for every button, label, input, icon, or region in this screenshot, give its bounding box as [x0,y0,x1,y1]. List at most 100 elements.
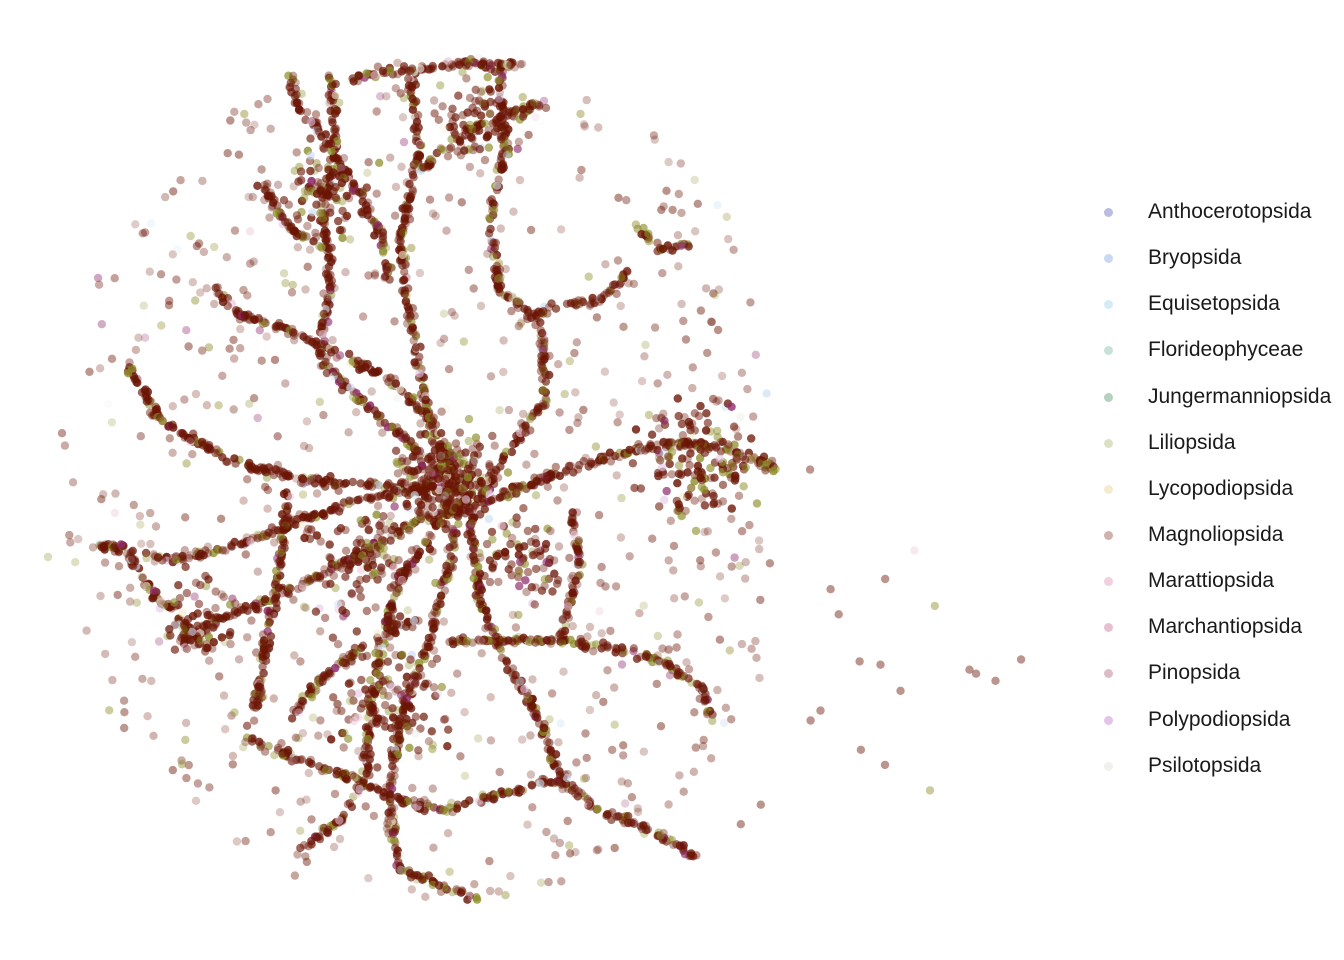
data-point [636,484,646,493]
data-point [896,686,905,695]
legend-key-icon [1104,715,1113,725]
data-point [280,538,289,547]
data-point [540,724,549,733]
data-point [290,91,300,101]
data-point [672,643,681,652]
data-point [727,402,736,411]
legend-label: Psilotopsida [1148,753,1262,777]
data-point [698,470,707,479]
data-point [389,803,399,812]
data-point [733,450,743,459]
data-point [335,507,344,516]
data-point [689,767,699,776]
data-point [372,510,381,519]
data-point [345,561,355,570]
data-point [488,535,497,544]
data-point [176,176,185,185]
data-point [403,502,412,511]
data-point [402,679,411,688]
data-point [306,134,315,143]
data-point [279,196,289,205]
data-point [373,410,382,419]
data-point [218,546,227,555]
data-point [321,357,330,366]
data-point [125,358,134,367]
data-point [535,101,544,110]
data-point [427,468,436,477]
data-point [324,71,333,80]
data-point [522,460,531,469]
data-point [332,770,341,779]
data-point [259,636,269,645]
data-point [474,562,483,571]
data-point [448,541,458,550]
data-point [392,851,402,861]
data-point [234,655,244,664]
data-point [491,465,501,474]
data-point [298,475,308,484]
data-point [352,408,361,417]
data-point [429,413,438,422]
data-point [287,756,296,766]
data-point [436,145,446,154]
data-point [175,594,185,603]
data-point [333,563,342,572]
data-point [592,691,601,700]
data-point [187,627,197,636]
data-point [401,219,410,228]
data-point [372,549,381,559]
data-point [594,845,603,854]
data-point [451,503,460,513]
data-point [211,283,220,292]
data-point [172,555,181,564]
data-point [405,743,414,752]
data-point [625,445,634,455]
data-point [573,580,582,589]
data-point [352,389,361,398]
data-point [293,215,303,224]
legend-key-icon [1104,530,1113,540]
data-point [364,690,374,699]
data-point [334,216,343,226]
data-point [395,428,405,437]
data-point [496,224,505,233]
data-point [468,516,478,526]
data-point [543,309,552,318]
data-point [449,639,458,649]
data-point [366,494,375,503]
data-point [376,92,385,101]
data-point [486,886,495,896]
data-point [514,482,523,491]
data-point [662,661,671,670]
data-point [411,678,420,687]
data-point [322,368,332,378]
data-point [965,665,974,674]
data-point [437,429,446,438]
data-point [383,819,392,828]
data-point [576,109,585,119]
data-point [213,283,222,292]
data-point [497,161,507,170]
data-point [145,267,154,276]
data-point [186,636,195,645]
data-point [172,275,181,284]
data-point [391,446,401,455]
data-point [693,199,702,208]
data-point [296,167,306,176]
data-point [512,519,521,529]
data-point [488,431,497,441]
data-point [345,349,354,359]
data-point [714,285,724,294]
data-point [361,363,370,372]
data-point [395,527,405,536]
data-point [283,472,293,481]
data-point [484,143,494,152]
data-point [356,479,365,488]
data-point [523,820,532,829]
data-point [465,93,475,103]
data-point [259,669,269,678]
data-point [413,465,423,475]
data-point [381,272,390,281]
data-point [186,231,195,241]
data-point [398,696,407,705]
